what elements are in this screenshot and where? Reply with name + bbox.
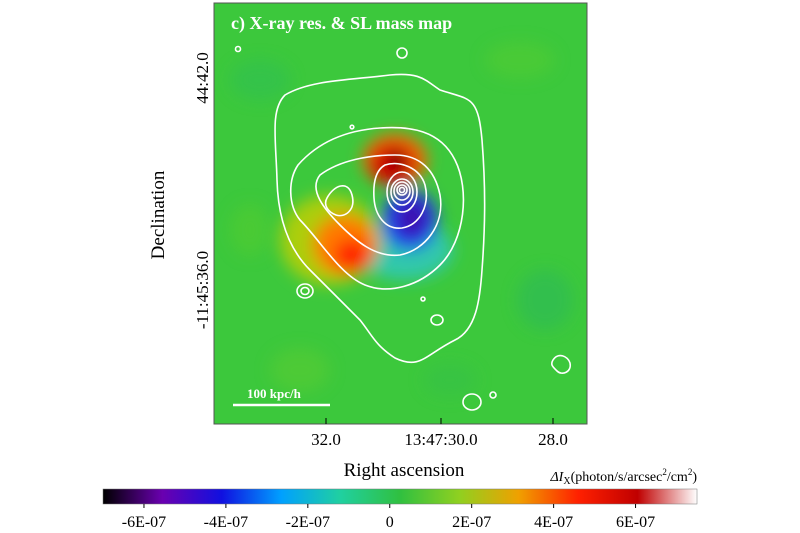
scale-bar-label: 100 kpc/h: [247, 386, 302, 401]
colorbar-tick-label: 2E-07: [452, 514, 491, 531]
colorbar-ticks: -6E-07 -4E-07 -2E-07 0 2E-07 4E-07 6E-07: [122, 504, 655, 531]
x-tick-label: 28.0: [538, 430, 568, 449]
contour-small: [550, 354, 572, 374]
noise-blob: [424, 364, 476, 396]
colorbar: -6E-07 -4E-07 -2E-07 0 2E-07 4E-07 6E-07 ΔIX(p…: [102, 467, 698, 531]
noise-blob: [485, 42, 555, 78]
contour-small: [430, 314, 444, 326]
colorbar-tick-label: 0: [386, 514, 394, 531]
contour-2: [289, 126, 465, 290]
contour-core-5: [398, 186, 406, 194]
colorbar-tick-label: 4E-07: [534, 514, 573, 531]
contour-3: [315, 154, 442, 257]
residual-map: 100 kpc/h c) X-ray res. & SL mass map: [214, 3, 587, 424]
y-tick-label: 44:42.0: [193, 52, 212, 103]
x-ticks: [325, 418, 554, 424]
scale-bar: 100 kpc/h: [233, 386, 330, 407]
contour-core-2: [390, 178, 414, 206]
noise-blob: [517, 270, 573, 330]
contour-small: [300, 286, 310, 296]
contour-small: [234, 45, 242, 53]
contour-core-4: [396, 184, 408, 196]
contour-small: [349, 124, 355, 130]
panel-title: c) X-ray res. & SL mass map: [231, 13, 452, 34]
contour-4: [373, 162, 427, 229]
x-axis-label: Right ascension: [344, 460, 465, 481]
x-tick-label: 32.0: [311, 430, 341, 449]
y-tick-label: -11:45:36.0: [193, 251, 212, 329]
contour-small: [296, 283, 314, 299]
contour-small: [420, 296, 426, 302]
mass-contours: [234, 45, 572, 411]
contour-west-knot: [324, 185, 354, 217]
contour-small: [489, 391, 497, 399]
contour-small: [396, 47, 408, 59]
noise-blob: [230, 60, 290, 100]
colorbar-tick-label: -4E-07: [204, 514, 248, 531]
colorbar-bar: [102, 488, 698, 505]
plot-frame: [213, 2, 588, 425]
noise-blob: [270, 348, 330, 392]
contour-core-1: [386, 171, 418, 213]
residual-dark-north: [388, 151, 408, 169]
contour-outer: [274, 73, 486, 364]
contour-core-3: [393, 181, 411, 201]
residual-red-se: [334, 239, 370, 271]
x-tick-label: 13:47:30.0: [404, 430, 477, 449]
residual-purple-south: [396, 198, 428, 238]
noise-blob: [230, 204, 270, 256]
contour-small: [462, 393, 482, 411]
y-axis-label: Declination: [148, 170, 169, 259]
colorbar-tick-label: -6E-07: [122, 514, 166, 531]
colorbar-tick-label: -2E-07: [286, 514, 330, 531]
colorbar-tick-label: 6E-07: [616, 514, 655, 531]
colorbar-label: ΔIX(photon/s/arcsec2/cm2): [549, 467, 697, 487]
